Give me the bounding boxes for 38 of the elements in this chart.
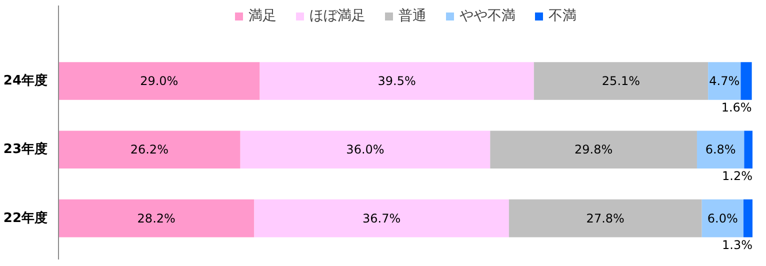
bar xyxy=(702,199,744,238)
bar xyxy=(490,130,697,169)
bar xyxy=(58,62,260,100)
bar xyxy=(744,130,752,169)
y-tick-label: 22年度 xyxy=(3,210,48,226)
bar xyxy=(740,62,752,100)
bar xyxy=(534,62,708,100)
y-tick-label: 24年度 xyxy=(3,72,48,89)
data-label: 29.0% xyxy=(140,74,178,88)
data-label: 39.5% xyxy=(378,74,416,88)
data-label: 29.8% xyxy=(574,142,613,157)
y-tick-label: 23年度 xyxy=(3,141,48,158)
data-label: 6.0% xyxy=(707,211,738,226)
bar xyxy=(58,199,254,238)
data-label: 26.2% xyxy=(130,142,168,157)
legend-label: ほぼ満足 xyxy=(310,7,366,25)
bar xyxy=(240,130,490,169)
bar xyxy=(708,62,741,100)
data-label: 1.2% xyxy=(722,169,753,184)
data-label: 36.7% xyxy=(362,211,401,226)
legend-label: やや不満 xyxy=(460,7,516,25)
data-label: 28.2% xyxy=(137,211,176,226)
data-label: 27.8% xyxy=(586,211,624,226)
bar xyxy=(58,130,240,169)
bar xyxy=(260,62,534,100)
legend-label: 満足 xyxy=(248,7,276,25)
data-label: 1.6% xyxy=(721,100,752,115)
legend-label: 普通 xyxy=(398,7,426,25)
legend-label: 不満 xyxy=(548,7,576,25)
bar xyxy=(254,199,509,238)
bar xyxy=(743,199,752,238)
bar xyxy=(508,199,702,238)
data-label: 6.8% xyxy=(705,142,736,157)
data-label: 25.1% xyxy=(602,74,640,88)
data-label: 1.3% xyxy=(722,238,753,252)
data-label: 4.7% xyxy=(709,74,740,88)
data-label: 36.0% xyxy=(346,142,384,157)
bar xyxy=(696,130,744,169)
